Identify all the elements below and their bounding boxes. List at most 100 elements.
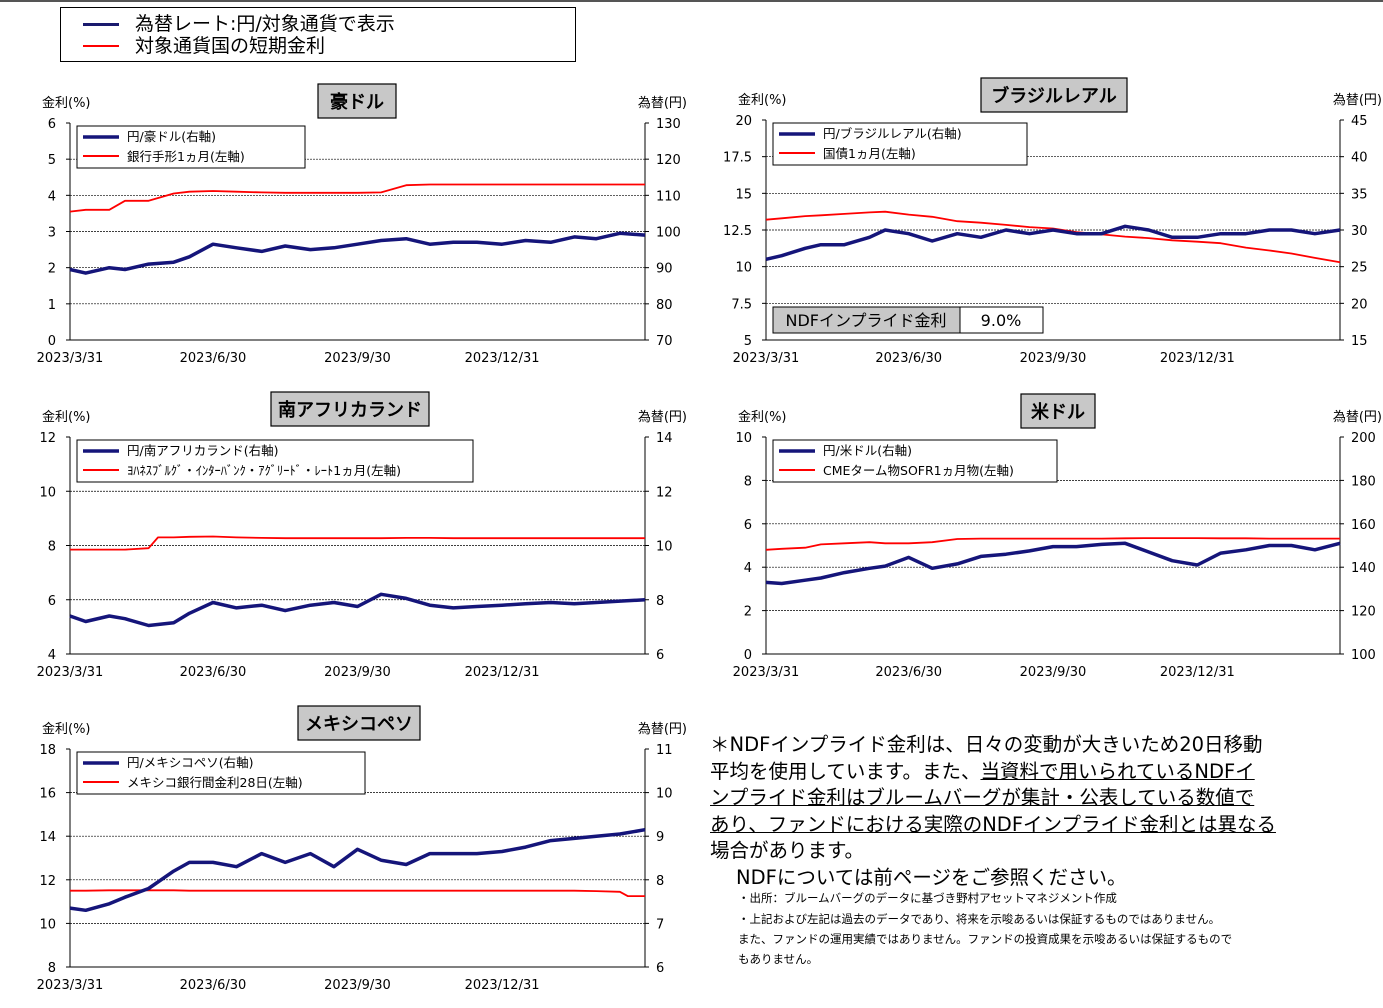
y-tick-right: 70 xyxy=(656,334,673,349)
y-label-right: 為替(円) xyxy=(638,95,687,111)
y-tick-right: 130 xyxy=(656,117,681,132)
ndf-note-line3: ンプライド金利はブルームバーグが集計・公表している数値で xyxy=(710,786,1255,809)
series-rate-line xyxy=(70,889,645,897)
y-tick-right: 200 xyxy=(1351,431,1376,446)
series-fx-line xyxy=(69,231,646,275)
y-tick-left: 5 xyxy=(48,153,56,168)
legend-swatch-rate xyxy=(83,45,119,47)
y-tick-left: 10 xyxy=(39,485,56,500)
y-tick-right: 10 xyxy=(656,540,673,555)
x-tick-label: 2023/12/31 xyxy=(1160,351,1235,366)
y-tick-left: 8 xyxy=(48,961,56,976)
y-tick-right: 8 xyxy=(656,594,664,609)
main-legend: 為替レート:円/対象通貨で表示 対象通貨国の短期金利 xyxy=(60,7,576,62)
series-rate-line xyxy=(765,210,1341,264)
y-tick-right: 120 xyxy=(656,153,681,168)
y-label-right: 為替(円) xyxy=(638,721,687,737)
legend-label-fx: 円/豪ドル(右軸) xyxy=(127,129,216,144)
x-tick-label: 2023/6/30 xyxy=(180,665,247,680)
y-tick-left: 8 xyxy=(48,540,56,555)
ndf-note-line2: 平均を使用しています。また、当資料で用いられているNDFイ xyxy=(710,759,1383,786)
y-tick-left: 0 xyxy=(744,648,752,663)
y-tick-left: 4 xyxy=(744,561,752,576)
y-tick-right: 8 xyxy=(656,874,664,889)
y-tick-right: 10 xyxy=(656,787,673,802)
legend-label-rate: 国債1ヵ月(左軸) xyxy=(823,146,916,161)
y-tick-left: 1 xyxy=(48,298,56,313)
x-tick-label: 2023/12/31 xyxy=(465,665,540,680)
y-tick-right: 90 xyxy=(656,262,673,277)
x-tick-label: 2023/3/31 xyxy=(37,665,104,680)
y-tick-right: 6 xyxy=(656,961,664,976)
y-tick-right: 7 xyxy=(656,917,664,932)
y-tick-left: 12 xyxy=(39,431,56,446)
ndf-note-line5: 場合があります。 xyxy=(710,839,865,862)
y-tick-left: 15 xyxy=(735,187,752,202)
y-tick-left: 17.5 xyxy=(723,151,752,166)
legend-label-rate: 銀行手形1ヵ月(左軸) xyxy=(127,149,245,164)
main-legend-label-fx: 為替レート:円/対象通貨で表示 xyxy=(135,13,395,35)
y-tick-left: 8 xyxy=(744,474,752,489)
chart-title: メキシコペソ xyxy=(305,714,413,735)
y-tick-right: 110 xyxy=(656,189,681,204)
y-tick-right: 35 xyxy=(1351,187,1368,202)
ndf-label: NDFインプライド金利 xyxy=(785,311,946,330)
x-tick-label: 2023/12/31 xyxy=(465,978,540,993)
chart-title-box xyxy=(980,77,1128,113)
y-tick-right: 30 xyxy=(1351,224,1368,239)
chart-title: 南アフリカランド xyxy=(278,399,422,421)
x-tick-label: 2023/9/30 xyxy=(1020,351,1087,366)
y-tick-right: 100 xyxy=(1351,648,1376,663)
chart-title: 米ドル xyxy=(1031,401,1085,423)
series-fx-line xyxy=(765,224,1341,262)
x-tick-label: 2023/3/31 xyxy=(733,665,800,680)
y-tick-left: 18 xyxy=(39,743,56,758)
chart-title-box xyxy=(297,705,421,741)
ndf-label-cell xyxy=(772,306,961,334)
ndf-note-line2a: 平均を使用しています。また、 xyxy=(710,759,981,783)
y-tick-left: 0 xyxy=(48,334,56,349)
chart-title-box xyxy=(317,83,397,119)
legend-label-rate: メキシコ銀行間金利28日(左軸) xyxy=(127,775,303,790)
legend-label-fx: 円/メキシコペソ(右軸) xyxy=(127,755,253,770)
y-label-left: 金利(%) xyxy=(42,95,91,111)
disclaimer-line1: ・出所：ブルームバーグのデータに基づき野村アセットマネジメント作成 xyxy=(738,891,1117,905)
y-tick-right: 14 xyxy=(656,431,673,446)
x-tick-label: 2023/9/30 xyxy=(1020,665,1087,680)
series-legend xyxy=(76,125,306,169)
x-tick-label: 2023/3/31 xyxy=(733,351,800,366)
y-tick-right: 9 xyxy=(656,830,664,845)
y-tick-right: 80 xyxy=(656,298,673,313)
ndf-note-line2b: 当資料で用いられているNDFイ xyxy=(980,759,1255,783)
y-tick-right: 45 xyxy=(1351,114,1368,129)
x-tick-label: 2023/12/31 xyxy=(1160,665,1235,680)
disclaimer-line4: もありません。 xyxy=(738,952,819,966)
y-tick-left: 10 xyxy=(735,261,752,276)
series-legend xyxy=(76,751,366,795)
series-rate-line xyxy=(765,537,1340,551)
series-fx-line xyxy=(69,827,646,913)
series-legend xyxy=(772,122,1028,166)
y-label-left: 金利(%) xyxy=(42,721,91,737)
ndf-note-line1: ＊NDFインプライド金利は、日々の変動が大きいため20日移動 xyxy=(710,733,1263,756)
y-tick-left: 2 xyxy=(744,605,752,620)
y-tick-left: 20 xyxy=(735,114,752,129)
y-label-left: 金利(%) xyxy=(738,409,787,425)
y-tick-right: 25 xyxy=(1351,261,1368,276)
x-tick-label: 2023/9/30 xyxy=(324,978,391,993)
y-label-left: 金利(%) xyxy=(738,92,787,108)
series-fx-line xyxy=(765,541,1341,586)
x-tick-label: 2023/9/30 xyxy=(324,351,391,366)
y-tick-right: 140 xyxy=(1351,561,1376,576)
series-fx-line xyxy=(69,592,646,628)
y-tick-left: 6 xyxy=(48,117,56,132)
main-legend-label-rate: 対象通貨国の短期金利 xyxy=(135,35,326,57)
y-tick-right: 160 xyxy=(1351,518,1376,533)
y-tick-left: 3 xyxy=(48,226,56,241)
y-tick-right: 120 xyxy=(1351,605,1376,620)
chart-title-box xyxy=(270,391,430,427)
chart-title: ブラジルレアル xyxy=(991,85,1116,107)
y-tick-left: 5 xyxy=(744,334,752,349)
